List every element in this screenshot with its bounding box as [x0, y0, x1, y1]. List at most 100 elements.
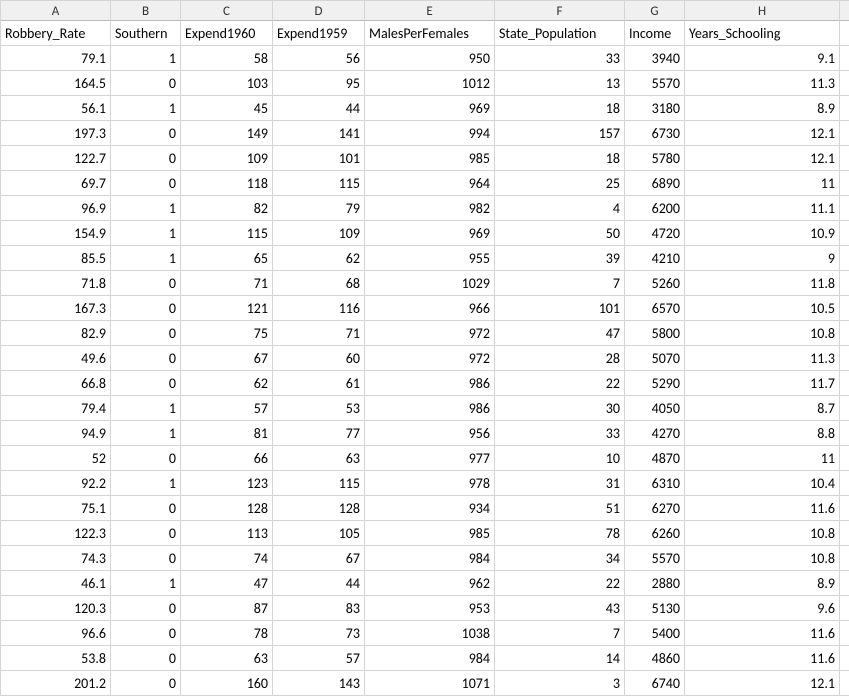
data-cell[interactable]: 10.4: [685, 471, 840, 496]
data-cell[interactable]: 985: [365, 146, 495, 171]
data-cell[interactable]: 63: [273, 446, 365, 471]
data-cell[interactable]: 49.6: [1, 346, 111, 371]
data-cell[interactable]: 6270: [625, 496, 685, 521]
data-cell[interactable]: 167.3: [1, 296, 111, 321]
data-cell[interactable]: 1: [111, 46, 181, 71]
spreadsheet-grid[interactable]: ABCDEFGHRobbery_RateSouthernExpend1960Ex…: [0, 0, 849, 696]
data-cell[interactable]: 116: [273, 296, 365, 321]
data-cell[interactable]: 6570: [625, 296, 685, 321]
data-cell[interactable]: 5070: [625, 346, 685, 371]
data-cell[interactable]: 11.6: [685, 621, 840, 646]
data-cell[interactable]: 977: [365, 446, 495, 471]
data-cell[interactable]: 28: [495, 346, 625, 371]
data-cell[interactable]: 6200: [625, 196, 685, 221]
data-cell[interactable]: 141: [273, 121, 365, 146]
data-cell[interactable]: 5290: [625, 371, 685, 396]
column-header[interactable]: C: [181, 1, 273, 21]
data-cell[interactable]: 5780: [625, 146, 685, 171]
data-cell[interactable]: 1038: [365, 621, 495, 646]
data-cell[interactable]: 47: [181, 571, 273, 596]
data-cell[interactable]: 4860: [625, 646, 685, 671]
cell-filler[interactable]: [840, 346, 849, 371]
data-cell[interactable]: 115: [273, 471, 365, 496]
data-cell[interactable]: 120.3: [1, 596, 111, 621]
data-cell[interactable]: 3180: [625, 96, 685, 121]
data-cell[interactable]: 75.1: [1, 496, 111, 521]
cell-filler[interactable]: [840, 271, 849, 296]
data-cell[interactable]: 157: [495, 121, 625, 146]
column-header[interactable]: D: [273, 1, 365, 21]
data-cell[interactable]: 95: [273, 71, 365, 96]
data-cell[interactable]: 4870: [625, 446, 685, 471]
data-cell[interactable]: 964: [365, 171, 495, 196]
data-cell[interactable]: 0: [111, 71, 181, 96]
field-header-cell[interactable]: MalesPerFemales: [365, 21, 495, 46]
data-cell[interactable]: 143: [273, 671, 365, 696]
data-cell[interactable]: 63: [181, 646, 273, 671]
cell-filler[interactable]: [840, 421, 849, 446]
cell-filler[interactable]: [840, 46, 849, 71]
data-cell[interactable]: 57: [181, 396, 273, 421]
data-cell[interactable]: 1071: [365, 671, 495, 696]
data-cell[interactable]: 4720: [625, 221, 685, 246]
data-cell[interactable]: 154.9: [1, 221, 111, 246]
cell-filler[interactable]: [840, 296, 849, 321]
data-cell[interactable]: 0: [111, 496, 181, 521]
data-cell[interactable]: 0: [111, 646, 181, 671]
data-cell[interactable]: 0: [111, 121, 181, 146]
data-cell[interactable]: 1: [111, 396, 181, 421]
data-cell[interactable]: 1012: [365, 71, 495, 96]
data-cell[interactable]: 122.3: [1, 521, 111, 546]
cell-filler[interactable]: [840, 371, 849, 396]
cell-filler[interactable]: [840, 446, 849, 471]
data-cell[interactable]: 149: [181, 121, 273, 146]
data-cell[interactable]: 11.6: [685, 496, 840, 521]
data-cell[interactable]: 47: [495, 321, 625, 346]
data-cell[interactable]: 14: [495, 646, 625, 671]
data-cell[interactable]: 67: [273, 546, 365, 571]
data-cell[interactable]: 79: [273, 196, 365, 221]
data-cell[interactable]: 66.8: [1, 371, 111, 396]
data-cell[interactable]: 0: [111, 296, 181, 321]
column-header[interactable]: G: [625, 1, 685, 21]
cell-filler[interactable]: [840, 21, 849, 46]
data-cell[interactable]: 966: [365, 296, 495, 321]
data-cell[interactable]: 12.1: [685, 121, 840, 146]
data-cell[interactable]: 969: [365, 96, 495, 121]
data-cell[interactable]: 81: [181, 421, 273, 446]
data-cell[interactable]: 128: [181, 496, 273, 521]
data-cell[interactable]: 5400: [625, 621, 685, 646]
cell-filler[interactable]: [840, 646, 849, 671]
data-cell[interactable]: 51: [495, 496, 625, 521]
data-cell[interactable]: 128: [273, 496, 365, 521]
data-cell[interactable]: 953: [365, 596, 495, 621]
data-cell[interactable]: 75: [181, 321, 273, 346]
data-cell[interactable]: 8.9: [685, 96, 840, 121]
data-cell[interactable]: 123: [181, 471, 273, 496]
data-cell[interactable]: 984: [365, 646, 495, 671]
data-cell[interactable]: 82.9: [1, 321, 111, 346]
data-cell[interactable]: 978: [365, 471, 495, 496]
data-cell[interactable]: 50: [495, 221, 625, 246]
data-cell[interactable]: 65: [181, 246, 273, 271]
cell-filler[interactable]: [840, 496, 849, 521]
data-cell[interactable]: 96.9: [1, 196, 111, 221]
data-cell[interactable]: 8.9: [685, 571, 840, 596]
data-cell[interactable]: 160: [181, 671, 273, 696]
data-cell[interactable]: 201.2: [1, 671, 111, 696]
field-header-cell[interactable]: Years_Schooling: [685, 21, 840, 46]
data-cell[interactable]: 6740: [625, 671, 685, 696]
data-cell[interactable]: 1: [111, 196, 181, 221]
cell-filler[interactable]: [840, 221, 849, 246]
data-cell[interactable]: 30: [495, 396, 625, 421]
data-cell[interactable]: 4210: [625, 246, 685, 271]
data-cell[interactable]: 103: [181, 71, 273, 96]
data-cell[interactable]: 82: [181, 196, 273, 221]
data-cell[interactable]: 18: [495, 146, 625, 171]
cell-filler[interactable]: [840, 121, 849, 146]
data-cell[interactable]: 0: [111, 446, 181, 471]
data-cell[interactable]: 11: [685, 446, 840, 471]
field-header-cell[interactable]: Southern: [111, 21, 181, 46]
cell-filler[interactable]: [840, 246, 849, 271]
data-cell[interactable]: 982: [365, 196, 495, 221]
